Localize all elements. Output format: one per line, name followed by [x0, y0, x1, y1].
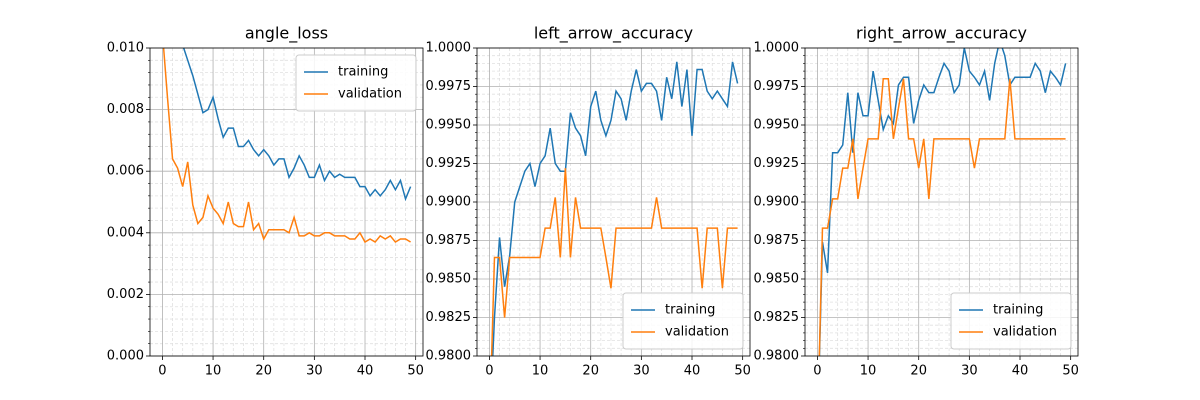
legend-label: training — [338, 65, 388, 80]
y-tick-label: 0.9975 — [426, 79, 472, 94]
x-tick-label: 20 — [582, 364, 599, 379]
x-tick-label: 20 — [910, 364, 927, 379]
x-tick-label: 30 — [633, 364, 650, 379]
chart-title: right_arrow_accuracy — [856, 24, 1027, 44]
chart-title: left_arrow_accuracy — [534, 24, 693, 44]
x-tick-label: 50 — [734, 364, 751, 379]
legend-box — [950, 292, 1072, 350]
x-tick-label: 40 — [357, 364, 374, 379]
y-tick-label: 0.010 — [107, 41, 144, 56]
series-line — [490, 168, 738, 356]
x-tick-label: 10 — [860, 364, 877, 379]
y-tick-label: 0.9900 — [426, 195, 472, 210]
series-line — [182, 48, 412, 202]
x-tick-label: 50 — [407, 364, 424, 379]
axes-frame — [149, 47, 424, 357]
legend-label: validation — [665, 325, 729, 340]
y-tick-label: 0.006 — [107, 164, 144, 179]
legend-label: validation — [993, 325, 1057, 340]
axes-frame — [476, 47, 751, 357]
y-tick-label: 0.9800 — [754, 349, 800, 364]
y-tick-label: 0.9850 — [754, 272, 800, 287]
y-tick-label: 0.9875 — [754, 233, 800, 248]
x-tick-label: 20 — [255, 364, 272, 379]
y-tick-label: 0.9850 — [426, 272, 472, 287]
x-tick-label: 10 — [532, 364, 549, 379]
y-tick-label: 0.9825 — [426, 310, 472, 325]
y-tick-label: 0.9825 — [754, 310, 800, 325]
legend-label: validation — [338, 87, 402, 102]
y-tick-label: 1.0000 — [754, 41, 800, 56]
x-tick-label: 40 — [684, 364, 701, 379]
legend: training validation — [622, 292, 744, 350]
y-tick-label: 0.9800 — [426, 349, 472, 364]
y-tick-label: 0.000 — [107, 349, 144, 364]
subplot: 0 10 20 30 40 50 0.9800 0.9825 0.9850 0.9875 0.990… — [426, 24, 751, 379]
series-line — [162, 48, 411, 244]
x-tick-label: 0 — [485, 364, 493, 379]
series-line — [818, 48, 1067, 356]
y-tick-label: 0.004 — [107, 225, 144, 240]
legend: training validation — [950, 292, 1072, 350]
x-tick-label: 40 — [1012, 364, 1029, 379]
y-tick-label: 0.9900 — [754, 195, 800, 210]
y-tick-label: 1.0000 — [426, 41, 472, 56]
x-tick-label: 30 — [961, 364, 978, 379]
legend-label: training — [665, 303, 715, 318]
y-tick-label: 0.9925 — [754, 156, 800, 171]
legend-box — [622, 292, 744, 350]
y-tick-label: 0.008 — [107, 102, 144, 117]
y-tick-label: 0.9925 — [426, 156, 472, 171]
axes-frame — [804, 47, 1079, 357]
series-line — [818, 78, 1066, 356]
legend-box — [295, 54, 417, 112]
legend: training validation — [295, 54, 417, 112]
y-tick-label: 0.002 — [107, 287, 144, 302]
y-tick-label: 0.9975 — [754, 79, 800, 94]
x-tick-label: 0 — [158, 364, 166, 379]
y-tick-label: 0.9950 — [754, 118, 800, 133]
x-tick-label: 30 — [306, 364, 323, 379]
series-line — [492, 61, 739, 356]
legend-label: training — [993, 303, 1043, 318]
chart-title: angle_loss — [245, 24, 328, 44]
x-tick-label: 50 — [1062, 364, 1079, 379]
y-tick-label: 0.9950 — [426, 118, 472, 133]
subplot: 0 10 20 30 40 50 0.9800 0.9825 0.9850 0.9875 0.990… — [754, 24, 1079, 379]
subplot: 0 10 20 30 40 50 0.000 0.002 0.004 0.006 0.008 0.01… — [107, 24, 424, 379]
x-tick-label: 0 — [813, 364, 821, 379]
y-tick-label: 0.9875 — [426, 233, 472, 248]
x-tick-label: 10 — [205, 364, 222, 379]
